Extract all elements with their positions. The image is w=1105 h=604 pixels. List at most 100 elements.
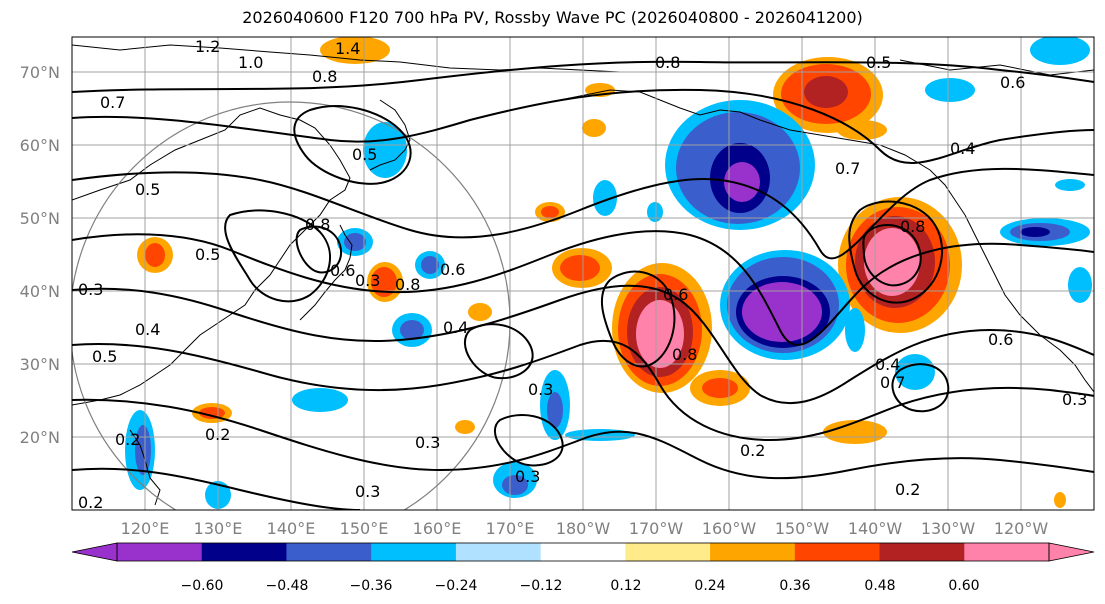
contour-label: 0.3 <box>515 467 540 486</box>
contour-line <box>72 230 1094 346</box>
colorbar-segment <box>540 543 626 561</box>
lon-label: 160°W <box>702 519 757 538</box>
contour-label: 0.7 <box>100 93 125 112</box>
contour-label: 0.2 <box>78 493 103 512</box>
colorbar-tick: −0.36 <box>350 578 393 594</box>
range-circle <box>72 101 511 510</box>
map-frame <box>71 36 1095 511</box>
positive-anomaly-arctic <box>320 37 390 64</box>
lon-label: 140°E <box>267 519 316 538</box>
contour-label: 0.8 <box>900 217 925 236</box>
contour-label: 1.2 <box>195 37 220 56</box>
colorbar-segment <box>201 543 287 561</box>
contour-layer <box>72 60 1094 510</box>
lon-label: 170°E <box>486 519 535 538</box>
contour-label: 0.2 <box>740 441 765 460</box>
contour-label: 0.7 <box>835 159 860 178</box>
contour-label: 0.4 <box>443 318 468 337</box>
lon-label: 180°W <box>556 519 611 538</box>
negative-anomaly-aleutian <box>665 100 815 230</box>
contour-label: 0.8 <box>672 345 697 364</box>
shading-layer <box>125 37 1092 509</box>
negative-anomaly-misc <box>125 37 1092 509</box>
lat-label: 40°N <box>20 282 60 301</box>
longitude-labels: 120°E 130°E 140°E 150°E 160°E 170°E 180°… <box>121 519 1049 538</box>
colorbar-segment <box>625 543 711 561</box>
lat-label: 70°N <box>20 63 60 82</box>
colorbar-segment <box>455 543 542 561</box>
colorbar-segment <box>286 543 372 561</box>
lon-label: 160°E <box>413 519 462 538</box>
contour-label: 1.4 <box>335 39 360 58</box>
contour-label: 0.8 <box>305 215 330 234</box>
contour-label: 0.6 <box>663 285 688 304</box>
lon-label: 120°E <box>121 519 170 538</box>
contour-label: 0.8 <box>312 67 337 86</box>
colorbar-tick: −0.12 <box>520 578 563 594</box>
contour-label: 0.5 <box>92 347 117 366</box>
colorbar-segment <box>117 543 203 561</box>
contour-line <box>224 209 332 303</box>
colorbar-tick: 0.24 <box>694 578 725 594</box>
lon-label: 130°W <box>921 519 976 538</box>
contour-label: 0.5 <box>135 180 160 199</box>
colorbar-tick: 0.60 <box>948 578 979 594</box>
colorbar-tick: 0.36 <box>779 578 810 594</box>
lon-label: 150°W <box>775 519 830 538</box>
lon-label: 170°W <box>629 519 684 538</box>
contour-line <box>295 225 343 274</box>
contour-label: 0.6 <box>988 330 1013 349</box>
colorbar-segments <box>117 543 1050 561</box>
contour-label: 0.2 <box>895 480 920 499</box>
contour-label: 0.7 <box>880 373 905 392</box>
colorbar-max-extension <box>1048 542 1095 562</box>
contour-label: 0.8 <box>655 53 680 72</box>
philippines-coastline <box>129 429 161 506</box>
lat-label: 30°N <box>20 355 60 374</box>
contour-label: 0.2 <box>205 425 230 444</box>
lon-label: 140°W <box>848 519 903 538</box>
negative-anomaly-east-pacific <box>720 250 850 360</box>
contour-label: 0.4 <box>135 320 160 339</box>
colorbar-segment <box>794 543 881 561</box>
latitude-labels: 70°N 60°N 50°N 40°N 30°N 20°N <box>20 63 60 447</box>
contour-label: 0.2 <box>115 430 140 449</box>
contour-line <box>72 167 1094 260</box>
contour-line <box>293 105 412 185</box>
contour-label: 0.6 <box>440 260 465 279</box>
contour-line <box>72 60 1094 93</box>
lon-label: 120°W <box>994 519 1049 538</box>
contour-line <box>72 284 1094 405</box>
contour-line <box>72 398 1094 480</box>
positive-anomaly-central-pacific <box>612 263 712 393</box>
contour-line <box>72 339 1094 442</box>
contour-line <box>493 414 564 467</box>
positive-anomaly-small <box>192 83 1066 508</box>
contour-label: 0.4 <box>950 139 975 158</box>
colorbar-tick: 0.12 <box>610 578 641 594</box>
lat-label: 20°N <box>20 428 60 447</box>
lon-label: 130°E <box>194 519 243 538</box>
lat-label: 60°N <box>20 136 60 155</box>
contour-label: 0.4 <box>875 355 900 374</box>
contour-label: 0.5 <box>352 145 377 164</box>
colorbar-ticks: −0.60 −0.48 −0.36 −0.24 −0.12 0.12 0.24 … <box>181 578 980 594</box>
contour-line <box>848 200 944 304</box>
colorbar-segment <box>964 543 1050 561</box>
contour-line <box>891 363 950 413</box>
colorbar: −0.60 −0.48 −0.36 −0.24 −0.12 0.12 0.24 … <box>71 542 1095 594</box>
contour-label: 0.3 <box>355 271 380 290</box>
contour-line <box>72 467 361 510</box>
lat-label: 50°N <box>20 209 60 228</box>
positive-anomaly-bering <box>773 57 887 140</box>
contour-labels: 1.2 1.4 1.0 0.8 0.8 0.5 0.6 0.7 0.5 0.7 … <box>78 37 1087 512</box>
colorbar-frame <box>116 542 1050 562</box>
north-america-north-coastline <box>899 59 1094 76</box>
colorbar-segment <box>371 543 457 561</box>
contour-label: 0.3 <box>415 433 440 452</box>
contour-label: 0.6 <box>1000 73 1025 92</box>
contour-line <box>72 88 1094 164</box>
asia-coastline <box>72 107 351 406</box>
japan-coastline <box>299 224 353 321</box>
